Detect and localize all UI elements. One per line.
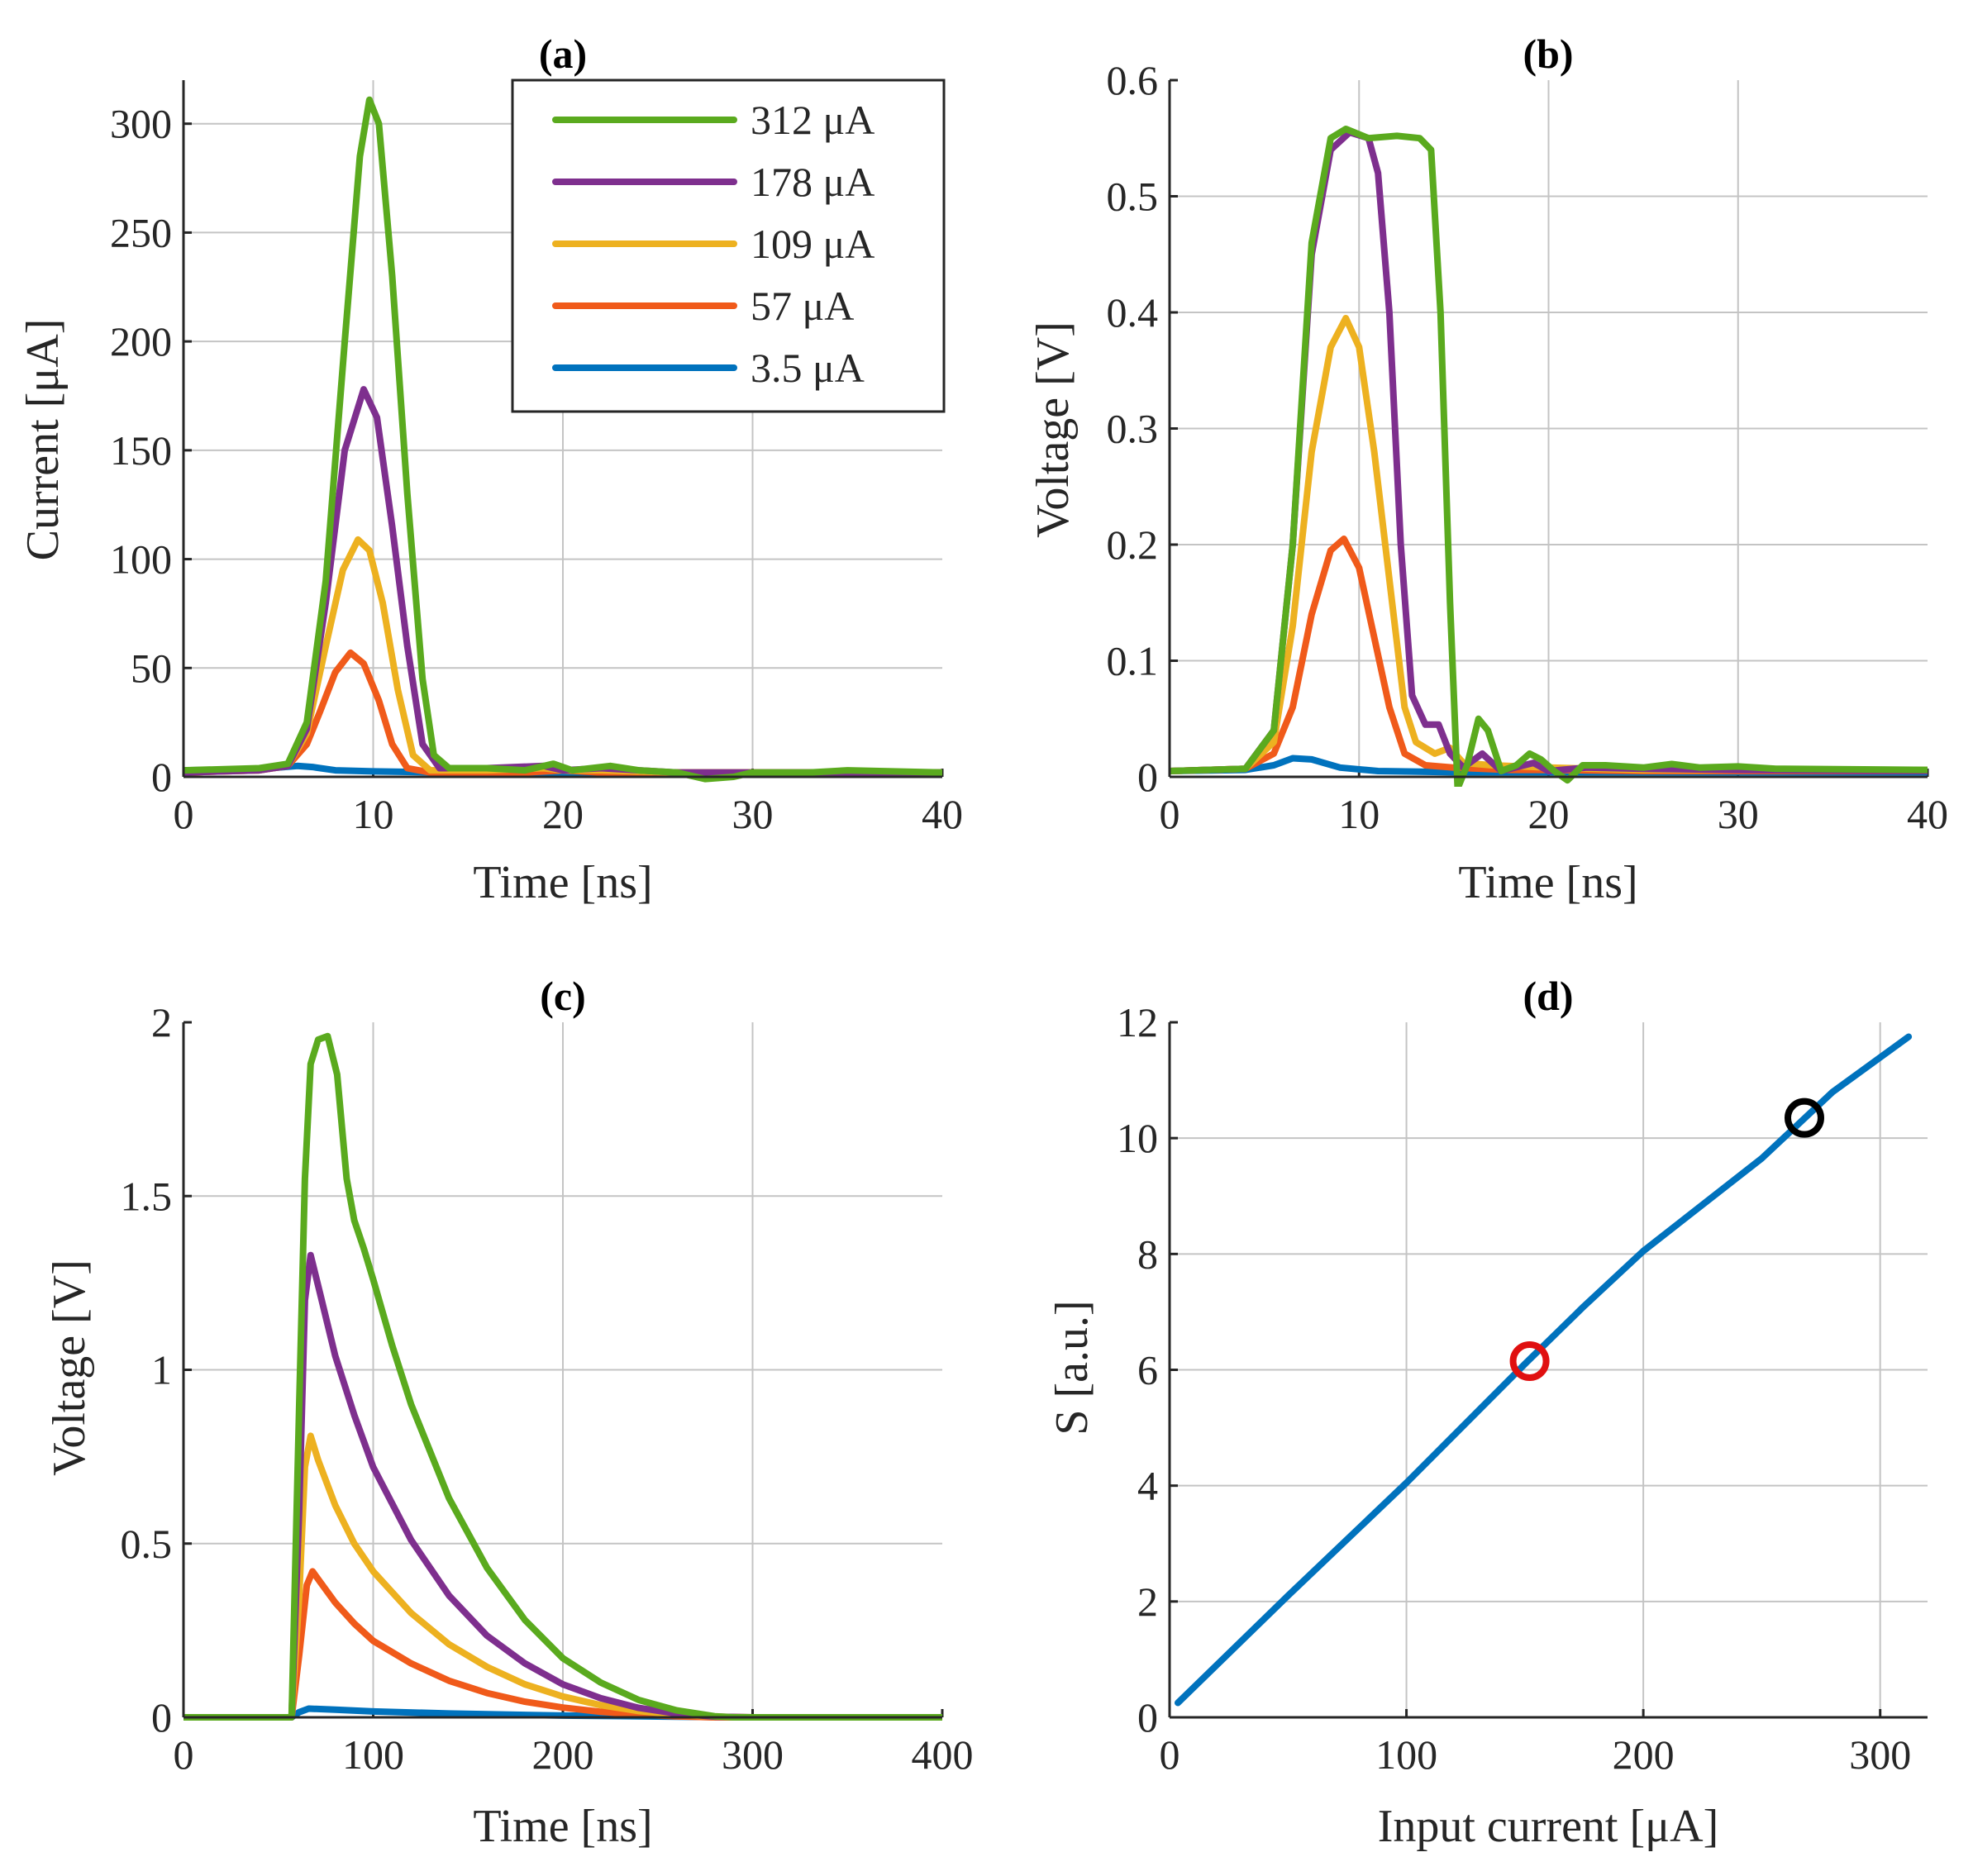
- y-tick-label: 0.1: [1107, 638, 1159, 684]
- panel-c-title: (c): [540, 973, 586, 1019]
- panel-a-ylabel: Current [μA]: [17, 319, 69, 561]
- marker-circle-red: [1509, 1340, 1550, 1381]
- x-tick-label: 400: [912, 1731, 974, 1778]
- legend-label: 178 μA: [751, 159, 875, 205]
- x-tick-label: 200: [1613, 1731, 1675, 1778]
- panel-c: (c) Time [ns] Voltage [V] 0 100 200 300 400 0…: [44, 973, 974, 1852]
- y-tick-label: 4: [1137, 1463, 1158, 1509]
- legend-label: 312 μA: [751, 97, 875, 143]
- panel-a: (a) Time [ns] Current [μA] 0 10 20 30 40 0 50 1…: [17, 31, 963, 908]
- x-tick-label: 100: [342, 1731, 404, 1778]
- y-tick-label: 6: [1137, 1347, 1158, 1393]
- y-tick-label: 12: [1117, 999, 1158, 1045]
- y-tick-label: 0: [151, 1694, 172, 1740]
- y-tick-label: 1: [151, 1347, 172, 1393]
- series-line-s-panel-d: [1175, 1033, 1913, 1707]
- x-tick-label: 30: [1718, 791, 1759, 837]
- y-tick-label: 8: [1137, 1231, 1158, 1277]
- x-tick-label: 20: [542, 791, 584, 837]
- x-tick-label: 100: [1375, 1731, 1437, 1778]
- y-tick-label: 0.3: [1107, 406, 1159, 452]
- legend-label: 3.5 μA: [751, 345, 865, 391]
- series-line-312a-panel-b: [1170, 126, 1928, 787]
- series-line-312a-panel-c: [183, 1032, 942, 1721]
- y-tick-label: 10: [1117, 1115, 1158, 1161]
- y-tick-label: 2: [151, 999, 172, 1045]
- y-tick-label: 0.5: [1107, 174, 1159, 220]
- series-line-178a-panel-c: [183, 1251, 942, 1721]
- x-tick-label: 200: [532, 1731, 594, 1778]
- y-tick-label: 0.4: [1107, 289, 1159, 336]
- x-tick-label: 0: [174, 1731, 194, 1778]
- x-tick-label: 20: [1528, 791, 1570, 837]
- y-tick-label: 0.5: [121, 1521, 173, 1567]
- x-tick-label: 0: [1160, 791, 1180, 837]
- y-tick-label: 0: [1137, 1694, 1158, 1740]
- panel-d-title: (d): [1523, 973, 1573, 1019]
- panel-d: (d) Input current [μA] S [a.u.] 0 100 200 3…: [1046, 973, 1928, 1852]
- x-tick-label: 300: [1849, 1731, 1911, 1778]
- legend: 312 μA 178 μA 109 μA 57 μA 3.5 μA: [511, 79, 946, 413]
- y-tick-label: 200: [110, 318, 172, 364]
- panel-b-title: (b): [1523, 31, 1573, 77]
- panel-a-title: (a): [539, 31, 587, 77]
- panel-a-xlabel: Time [ns]: [473, 857, 652, 908]
- panel-d-ylabel: S [a.u.]: [1046, 1300, 1098, 1435]
- x-tick-label: 10: [1338, 791, 1380, 837]
- y-tick-label: 50: [131, 645, 172, 691]
- x-tick-label: 40: [922, 791, 963, 837]
- y-tick-label: 150: [110, 427, 172, 474]
- x-tick-label: 0: [1160, 1731, 1180, 1778]
- panel-c-xlabel: Time [ns]: [473, 1801, 652, 1852]
- y-tick-label: 0.6: [1107, 57, 1159, 103]
- y-tick-label: 100: [110, 536, 172, 583]
- legend-label: 57 μA: [751, 283, 854, 329]
- legend-label: 109 μA: [751, 221, 875, 267]
- x-tick-label: 10: [353, 791, 394, 837]
- panel-b: (b) Time [ns] Voltage [V] 0 10 20 30 40 0 0.1 0…: [1027, 31, 1948, 908]
- y-tick-label: 0: [151, 754, 172, 800]
- y-tick-label: 300: [110, 101, 172, 147]
- panel-b-xlabel: Time [ns]: [1458, 857, 1637, 908]
- y-tick-label: 0: [1137, 754, 1158, 800]
- series-line-57a-panel-c: [183, 1568, 942, 1721]
- y-tick-label: 1.5: [121, 1173, 173, 1219]
- marker-circle-black: [1784, 1098, 1824, 1138]
- panel-d-xlabel: Input current [μA]: [1378, 1801, 1719, 1852]
- y-tick-label: 2: [1137, 1578, 1158, 1625]
- panel-b-ylabel: Voltage [V]: [1027, 321, 1079, 538]
- y-tick-label: 0.2: [1107, 521, 1159, 568]
- x-tick-label: 0: [174, 791, 194, 837]
- x-tick-label: 30: [732, 791, 774, 837]
- x-tick-label: 300: [722, 1731, 784, 1778]
- panel-c-ylabel: Voltage [V]: [44, 1259, 95, 1476]
- x-tick-label: 40: [1907, 791, 1948, 837]
- y-tick-label: 250: [110, 209, 172, 255]
